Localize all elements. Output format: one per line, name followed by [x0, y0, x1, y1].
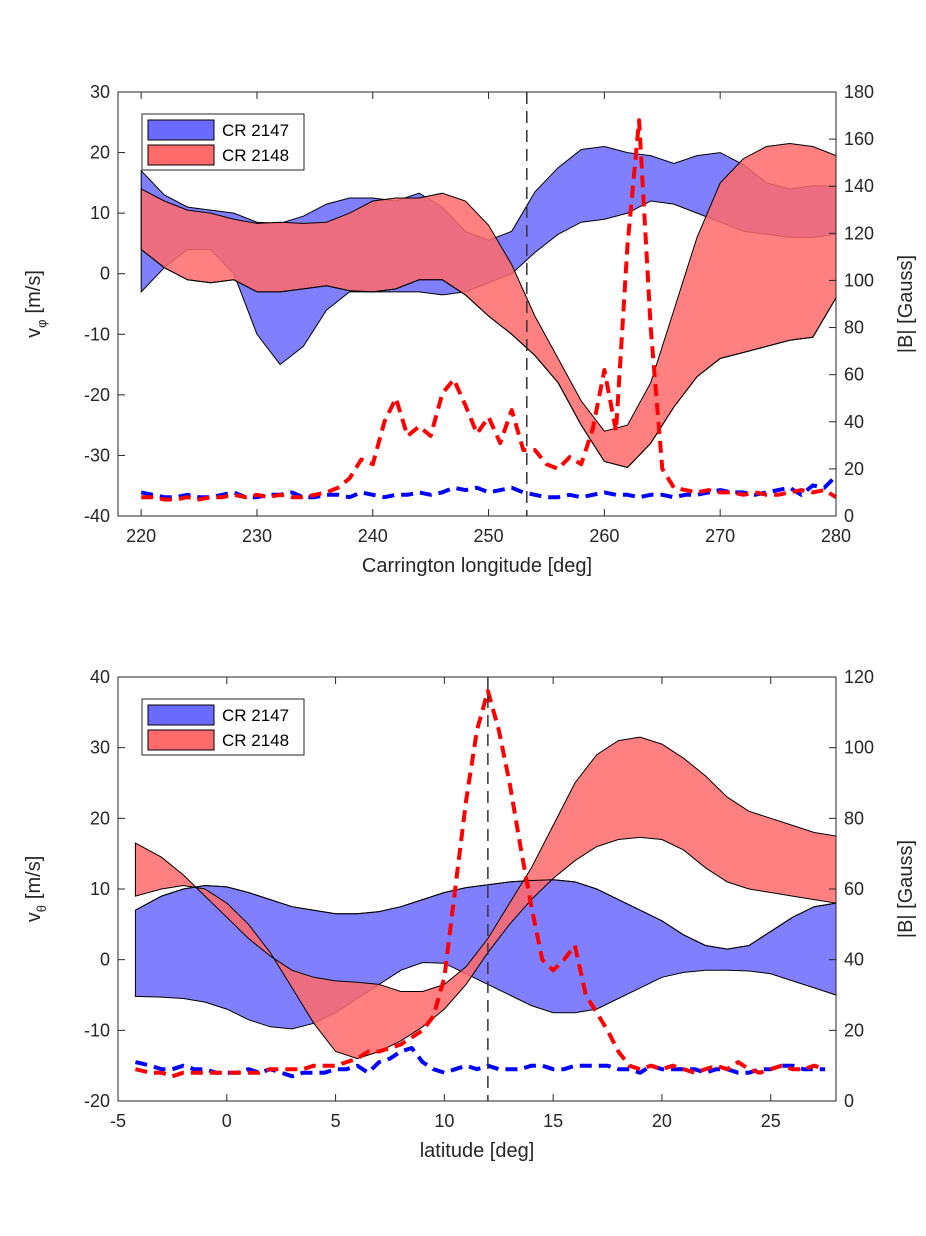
y-tick-label: -20 [84, 385, 110, 405]
legend: CR 2147 CR 2148 [141, 113, 305, 171]
x-tick-label: 260 [589, 526, 619, 546]
y-tick-label: -30 [84, 445, 110, 465]
legend-label-cr2148: CR 2148 [222, 731, 289, 750]
y-axis-label-subscript: φ [34, 319, 49, 327]
x-tick-label: 0 [222, 1111, 232, 1131]
y-axis-label-subscript: θ [34, 905, 49, 912]
x-tick-label: 230 [242, 526, 272, 546]
series-cr-2148-b- [134, 689, 826, 1079]
y2-axis-label: |B| [Gauss] [895, 255, 917, 353]
y2-tick-label: 100 [844, 738, 874, 758]
y-tick-label: 20 [90, 808, 110, 828]
y-tick-label: -40 [84, 506, 110, 526]
y-axis-label-unit: [m/s] [23, 270, 45, 313]
y2-tick-label: 120 [844, 667, 874, 687]
y2-tick-label: 160 [844, 129, 874, 149]
legend-swatch-cr2148 [147, 729, 215, 751]
legend-label-cr2148: CR 2148 [222, 146, 289, 165]
x-axis-label: latitude [deg] [420, 1140, 535, 1162]
x-tick-label: 15 [543, 1111, 563, 1131]
x-tick-label: 20 [652, 1111, 672, 1131]
y2-tick-label: 20 [844, 1020, 864, 1040]
legend-label-cr2147: CR 2147 [222, 706, 289, 725]
x-tick-label: 10 [434, 1111, 454, 1131]
y-tick-label: 20 [90, 143, 110, 163]
y2-tick-label: 60 [844, 365, 864, 385]
y2-tick-label: 120 [844, 223, 874, 243]
y-tick-label: 40 [90, 667, 110, 687]
y-tick-label: -20 [84, 1091, 110, 1111]
x-tick-label: -5 [110, 1111, 126, 1131]
panel-bottom: -5 0 5 10 15 20 25 -20 -10 0 10 20 30 40 0 20 40 60 80 10… [23, 667, 917, 1162]
panel-top: 220 230 240 250 260 270 280 -40 -30 -20 -10 0 10 20 3… [23, 82, 917, 577]
x-tick-label: 280 [821, 526, 851, 546]
y-axis-label: vθ [m/s] [23, 856, 49, 923]
y-tick-label: 0 [100, 950, 110, 970]
y-tick-label: 30 [90, 82, 110, 102]
y2-tick-label: 100 [844, 270, 874, 290]
x-tick-label: 25 [761, 1111, 781, 1131]
y-tick-label: -10 [84, 1020, 110, 1040]
y2-tick-label: 0 [844, 1091, 854, 1111]
y2-tick-label: 140 [844, 176, 874, 196]
x-axis-label: Carrington longitude [deg] [362, 555, 592, 577]
x-tick-label: 240 [358, 526, 388, 546]
y2-tick-label: 60 [844, 879, 864, 899]
series-cr-2148-b- [141, 118, 838, 502]
legend-label-cr2147: CR 2147 [222, 121, 289, 140]
x-tick-label: 250 [474, 526, 504, 546]
legend-swatch-cr2148 [147, 144, 215, 166]
legend-swatch-cr2147 [147, 704, 215, 726]
y2-tick-label: 80 [844, 318, 864, 338]
band-edge-line [135, 879, 837, 950]
y-tick-label: 10 [90, 879, 110, 899]
legend-swatch-cr2147 [147, 119, 215, 141]
x-tick-label: 5 [331, 1111, 341, 1131]
x-tick-label: 220 [126, 526, 156, 546]
y2-tick-label: 80 [844, 808, 864, 828]
band-edge-line [140, 249, 837, 469]
y-axis-label-main: v [23, 912, 45, 922]
y2-axis-label: |B| [Gauss] [895, 840, 917, 938]
y2-tick-label: 40 [844, 412, 864, 432]
series-cr-2147-b- [140, 474, 838, 500]
y2-tick-label: 0 [844, 506, 854, 526]
y2-tick-label: 180 [844, 82, 874, 102]
plot-frame [117, 91, 837, 517]
y-tick-label: 10 [90, 203, 110, 223]
y2-tick-label: 20 [844, 459, 864, 479]
y2-tick-label: 40 [844, 950, 864, 970]
y-axis-label-unit: [m/s] [23, 856, 45, 899]
y-tick-label: 0 [100, 264, 110, 284]
y-axis-label: vφ [m/s] [23, 270, 49, 338]
x-tick-label: 270 [705, 526, 735, 546]
y-axis-label-main: v [23, 328, 45, 338]
y-tick-label: -10 [84, 324, 110, 344]
legend: CR 2147 CR 2148 [141, 698, 305, 756]
y-tick-label: 30 [90, 738, 110, 758]
